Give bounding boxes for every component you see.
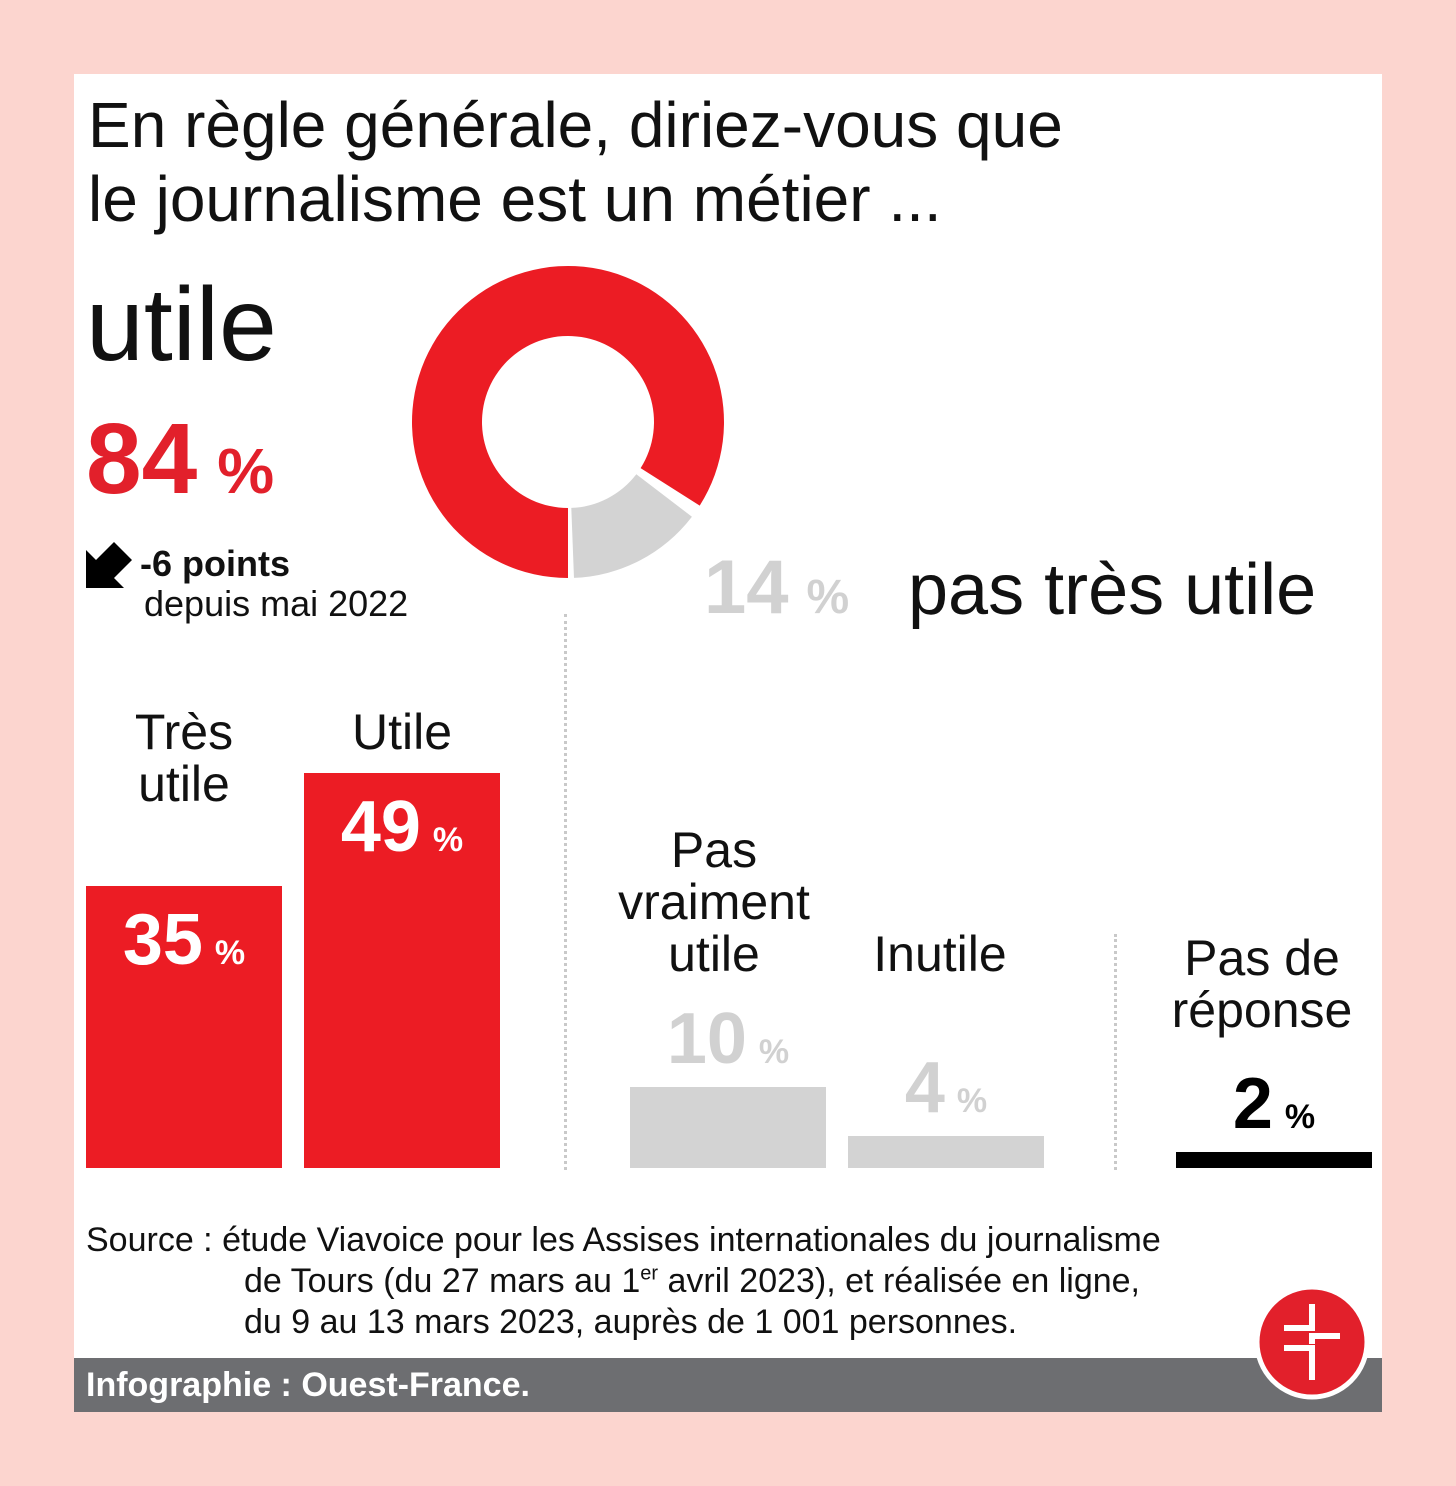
bar-value-label: 35% [86,900,282,1000]
bar [304,773,500,1168]
credit: Infographie : Ouest-France. [86,1366,530,1404]
source-line-2: de Tours (du 27 mars au 1er avril 2023),… [86,1261,1356,1302]
bar-value: 35 [122,899,203,980]
donut-slice-pas-tres-utile [571,474,692,578]
bar [848,1135,1044,1168]
bar [86,885,282,1168]
category-label-line: utile [138,756,230,812]
category-label: Pas de réponse [1124,932,1382,1036]
negative-label: pas très utile [908,550,1317,630]
category-label-line: Pas [670,822,758,878]
title-line-1: En règle générale, diriez-vous que [88,89,1063,161]
source-line-2-end: avril 2023), et réalisée en ligne, [658,1262,1141,1300]
donut-slice-utile [411,266,724,578]
positive-percentage: 84% [86,404,274,526]
change-since: depuis mai 2022 [144,583,409,624]
donut-chart [411,266,724,578]
category-label-line: Utile [351,704,453,760]
category-label-line: vraiment [618,874,810,930]
bar-value-unit: % [1284,1097,1316,1136]
negative-value: 14 [704,545,789,630]
title-line-2: le journalisme est un métier ... [88,163,942,235]
category-label-line: Très [134,704,234,760]
positive-label: utile [86,267,277,383]
category-label: Pas vraiment utile [576,824,852,980]
category-label-line: réponse [1171,982,1353,1038]
source-line-2-start: de Tours (du 27 mars au 1 [244,1262,641,1300]
bar [630,1087,826,1168]
bar-value: 4 [904,1047,945,1128]
bar-value-unit: % [432,821,464,860]
source-note: Source : étude Viavoice pour les Assises… [86,1220,1356,1343]
bar-value: 49 [340,787,421,868]
source-superscript: er [640,1262,659,1285]
bar-value-unit: % [956,1081,988,1120]
divider-line [1114,934,1117,1170]
footer-bar [74,1358,1382,1412]
divider-line [564,614,567,1170]
category-label: Très utile [74,706,322,810]
source-line-1: Source : étude Viavoice pour les Assises… [86,1221,1161,1259]
negative-unit: % [806,571,850,624]
bar-value-label: 2% [1176,1064,1372,1164]
bar-value-label: 49% [304,787,500,887]
bar [1176,1151,1372,1168]
down-left-arrow-icon [86,542,132,588]
bar-value: 10 [666,999,747,1080]
positive-unit: % [217,435,275,507]
bar-value-label: 10% [630,999,826,1099]
bar-value-unit: % [758,1033,790,1072]
ouest-france-logo [1254,1284,1370,1400]
bar-value-unit: % [214,933,246,972]
category-label: Utile [264,706,540,758]
infographic-card: En règle générale, diriez-vous que le jo… [74,74,1382,1412]
category-label-line: Inutile [873,926,1007,982]
negative-percentage: 14% [704,546,849,640]
positive-value: 84 [86,403,198,515]
category-label: Inutile [802,928,1078,980]
category-label-line: utile [668,926,760,982]
bar-value-label: 4% [848,1048,1044,1148]
bar-value: 2 [1232,1063,1273,1144]
category-label-line: Pas de [1184,930,1340,986]
source-line-3: du 9 au 13 mars 2023, auprès de 1 001 pe… [244,1303,1018,1341]
chart-title: En règle générale, diriez-vous que le jo… [88,88,1288,236]
change-value: -6 points [140,543,290,584]
